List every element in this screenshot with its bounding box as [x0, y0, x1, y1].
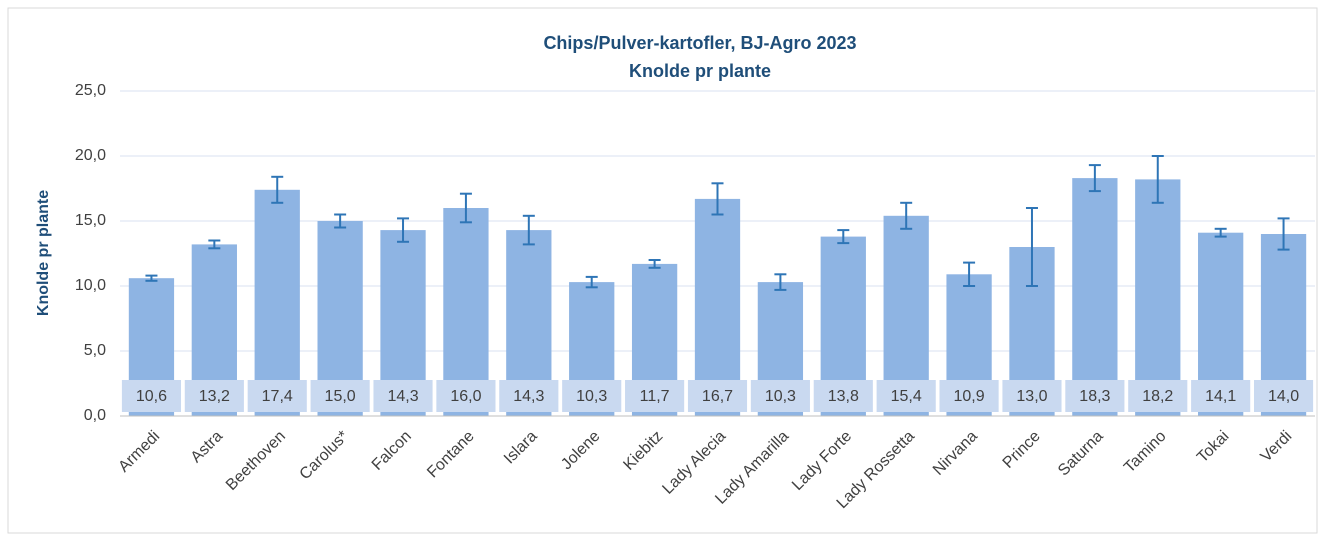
chart-title: Chips/Pulver-kartofler, BJ-Agro 2023: [543, 33, 856, 53]
data-label: 10,9: [954, 388, 985, 405]
data-label: 17,4: [262, 388, 293, 405]
data-label-box: [373, 380, 433, 412]
data-label-box: [436, 380, 496, 412]
data-label-box: [939, 380, 999, 412]
data-label-box: [687, 380, 748, 412]
data-label: 15,4: [891, 388, 922, 405]
data-label: 18,3: [1079, 388, 1110, 405]
y-axis-label: Knolde pr plante: [35, 190, 52, 316]
bar: [254, 189, 300, 416]
bar: [1135, 179, 1181, 416]
data-label: 13,8: [828, 388, 859, 405]
data-label: 14,0: [1268, 388, 1299, 405]
data-label: 10,6: [136, 388, 167, 405]
data-label-box: [813, 380, 873, 412]
data-label-box: [876, 380, 936, 412]
bar: [694, 198, 741, 416]
y-tick-label: 0,0: [84, 407, 106, 424]
data-label-box: [247, 380, 307, 412]
data-label: 14,3: [513, 388, 544, 405]
data-label: 18,2: [1142, 388, 1173, 405]
data-label: 14,3: [387, 388, 418, 405]
y-tick-label: 20,0: [75, 147, 106, 164]
data-label: 11,7: [640, 388, 670, 405]
bar: [1072, 178, 1118, 416]
chart-subtitle: Knolde pr plante: [629, 61, 771, 81]
data-label: 10,3: [765, 388, 796, 405]
data-label: 15,0: [325, 388, 356, 405]
data-label-box: [1065, 380, 1125, 412]
y-tick-label: 15,0: [75, 212, 106, 229]
data-label: 13,0: [1016, 388, 1047, 405]
data-label-box: [499, 380, 559, 412]
data-label: 16,0: [450, 388, 481, 405]
data-label: 14,1: [1205, 388, 1236, 405]
y-tick-label: 10,0: [75, 277, 106, 294]
data-label-box: [121, 380, 182, 412]
data-label-box: [1002, 380, 1062, 412]
data-label-box: [310, 380, 370, 412]
data-label-box: [1128, 380, 1188, 412]
data-label-box: [1253, 380, 1314, 412]
data-label-box: [750, 380, 810, 412]
data-label-box: [1191, 380, 1251, 412]
data-label: 10,3: [576, 388, 607, 405]
data-label-box: [562, 380, 622, 412]
data-label: 16,7: [702, 388, 733, 405]
data-label-box: [625, 380, 685, 412]
data-label-box: [184, 380, 244, 412]
y-tick-label: 5,0: [84, 342, 106, 359]
y-tick-label: 25,0: [75, 82, 106, 99]
data-label: 13,2: [199, 388, 230, 405]
